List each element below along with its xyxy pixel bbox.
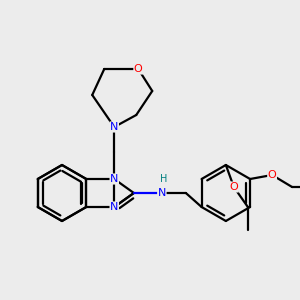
Text: N: N	[110, 202, 118, 212]
Text: O: O	[230, 182, 238, 192]
Text: O: O	[134, 64, 142, 74]
Text: N: N	[110, 122, 118, 132]
Text: O: O	[268, 170, 277, 180]
Text: H: H	[160, 174, 167, 184]
Text: N: N	[158, 188, 166, 198]
Text: N: N	[110, 174, 118, 184]
